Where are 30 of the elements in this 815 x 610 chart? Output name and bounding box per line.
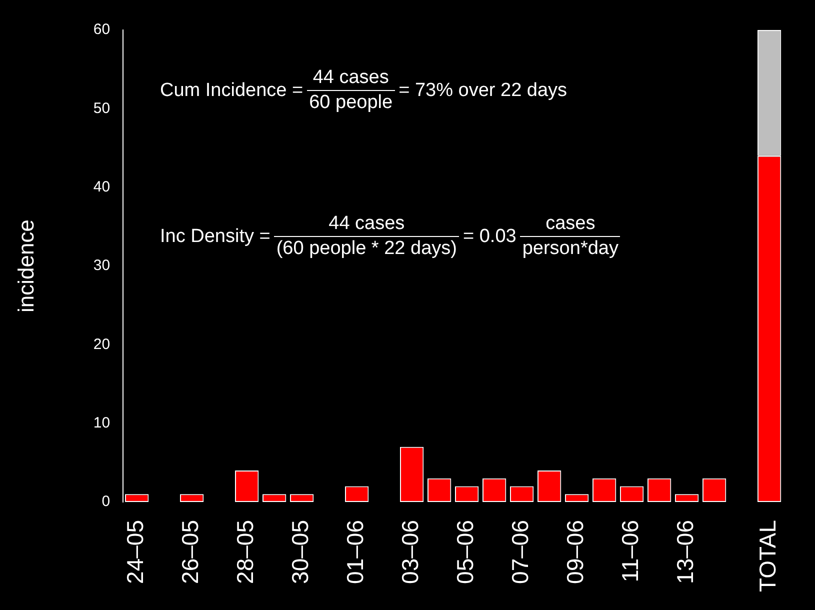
x-tick-label: 07–06 (507, 520, 534, 584)
annotation: 44 cases (328, 212, 406, 236)
y-tick-label: 30 (93, 257, 110, 274)
y-axis-title: incidence (13, 220, 38, 312)
y-tick-label: 10 (93, 414, 110, 432)
x-tick-label: 03–06 (397, 520, 424, 584)
x-tick-label: 24–05 (122, 520, 148, 584)
annotation: 44 cases (312, 66, 390, 90)
y-tick-label: 40 (93, 178, 110, 196)
x-tick-label: 26–05 (177, 520, 204, 584)
annotation: = 73% over 22 days (398, 80, 568, 102)
x-tick-label: 11–06 (617, 520, 644, 582)
y-tick-label: 60 (93, 21, 110, 38)
x-tick-label: 13–06 (672, 520, 698, 584)
annotation: = 0.03 (462, 226, 516, 248)
y-tick-label: 0 (102, 493, 110, 510)
x-tick-label: 28–05 (232, 520, 258, 584)
x-tick-label: 05–06 (452, 520, 478, 584)
annotation: (60 people * 22 days) (274, 236, 459, 261)
annotation: Cum Incidence = (160, 80, 304, 102)
annotation: person*day (520, 236, 620, 261)
annotation: Inc Density = (160, 226, 270, 248)
x-tick-label: 09–06 (562, 520, 588, 584)
annotation: cases (544, 212, 596, 236)
y-tick-label: 20 (93, 336, 110, 353)
x-tick-label: 01–06 (342, 520, 368, 584)
annotation: 60 people (307, 90, 395, 115)
x-tick-label: TOTAL (754, 520, 781, 592)
x-tick-label: 30–05 (287, 520, 314, 584)
y-tick-label: 50 (93, 100, 110, 117)
